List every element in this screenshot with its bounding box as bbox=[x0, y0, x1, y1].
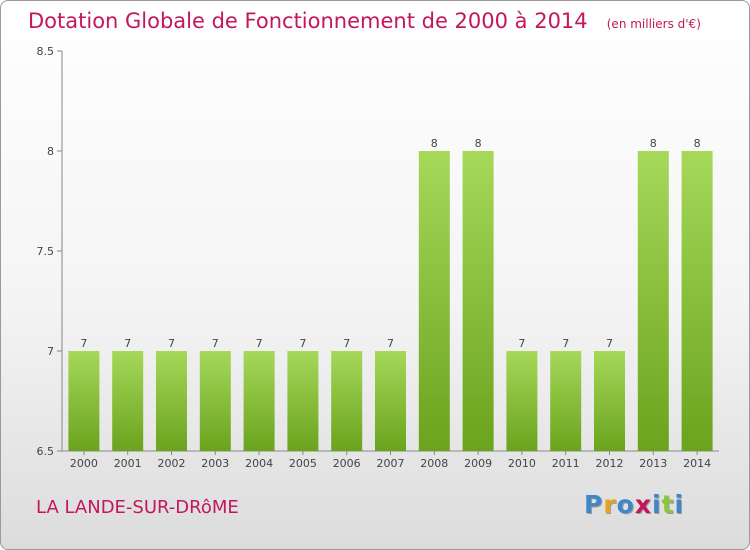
data-label: 8 bbox=[694, 137, 701, 150]
title-row: Dotation Globale de Fonctionnement de 20… bbox=[28, 9, 701, 33]
x-tick-label: 2013 bbox=[639, 457, 667, 470]
x-tick-label: 2008 bbox=[420, 457, 448, 470]
bar-2001 bbox=[112, 351, 144, 451]
bar-2004 bbox=[243, 351, 275, 451]
x-tick-label: 2003 bbox=[201, 457, 229, 470]
y-tick-label: 7 bbox=[47, 345, 54, 358]
data-label: 8 bbox=[431, 137, 438, 150]
x-tick-label: 2007 bbox=[377, 457, 405, 470]
x-tick-label: 2006 bbox=[333, 457, 361, 470]
data-label: 7 bbox=[80, 337, 87, 350]
logo-letter: P bbox=[584, 490, 604, 519]
logo-letter: i bbox=[674, 490, 685, 519]
x-tick-label: 2012 bbox=[596, 457, 624, 470]
bar-2010 bbox=[506, 351, 538, 451]
labels: 6.5 7 7.5 8 8.5 2000 7 2001 7 2002 7 2003 7 2004 7 2005… bbox=[37, 45, 712, 470]
data-label: 7 bbox=[124, 337, 131, 350]
bar-2005 bbox=[287, 351, 319, 451]
bar-2003 bbox=[199, 351, 231, 451]
x-tick-label: 2010 bbox=[508, 457, 536, 470]
commune-name: LA LANDE-SUR-DRôME bbox=[36, 497, 239, 518]
logo-letter: i bbox=[652, 490, 662, 519]
data-label: 7 bbox=[299, 337, 306, 350]
proxiti-logo[interactable]: Proxiti bbox=[584, 490, 684, 519]
bar-2006 bbox=[331, 351, 363, 451]
bar-2000 bbox=[68, 351, 100, 451]
data-label: 7 bbox=[256, 337, 263, 350]
y-tick-label: 6.5 bbox=[37, 445, 55, 458]
data-label: 8 bbox=[650, 137, 657, 150]
data-label: 7 bbox=[606, 337, 613, 350]
data-label: 7 bbox=[562, 337, 569, 350]
x-tick-label: 2002 bbox=[158, 457, 186, 470]
chart-title: Dotation Globale de Fonctionnement de 20… bbox=[28, 9, 588, 33]
bar-2011 bbox=[550, 351, 582, 451]
data-label: 8 bbox=[475, 137, 482, 150]
data-label: 7 bbox=[387, 337, 394, 350]
data-label: 7 bbox=[343, 337, 350, 350]
logo-letter: x bbox=[634, 490, 652, 519]
x-tick-label: 2014 bbox=[683, 457, 711, 470]
y-tick-label: 7.5 bbox=[37, 245, 55, 258]
bar-2002 bbox=[156, 351, 187, 451]
x-tick-label: 2001 bbox=[114, 457, 142, 470]
data-label: 7 bbox=[212, 337, 219, 350]
logo-letter: r bbox=[603, 490, 617, 519]
bar-2009 bbox=[462, 151, 494, 451]
bar-2007 bbox=[375, 351, 406, 451]
x-tick-label: 2005 bbox=[289, 457, 317, 470]
x-tick-label: 2011 bbox=[552, 457, 580, 470]
x-tick-label: 2004 bbox=[245, 457, 273, 470]
x-tick-label: 2000 bbox=[70, 457, 98, 470]
bar-2014 bbox=[681, 151, 713, 451]
data-label: 7 bbox=[518, 337, 525, 350]
chart-unit: (en milliers d'€) bbox=[606, 17, 701, 31]
bars bbox=[68, 151, 713, 451]
bar-2013 bbox=[637, 151, 669, 451]
bar-2008 bbox=[418, 151, 450, 451]
y-tick-label: 8.5 bbox=[37, 45, 55, 58]
bar-2012 bbox=[594, 351, 625, 451]
data-label: 7 bbox=[168, 337, 175, 350]
y-tick-label: 8 bbox=[47, 145, 54, 158]
x-tick-label: 2009 bbox=[464, 457, 492, 470]
logo-letter: o bbox=[616, 490, 635, 519]
logo-letter: t bbox=[661, 490, 675, 519]
